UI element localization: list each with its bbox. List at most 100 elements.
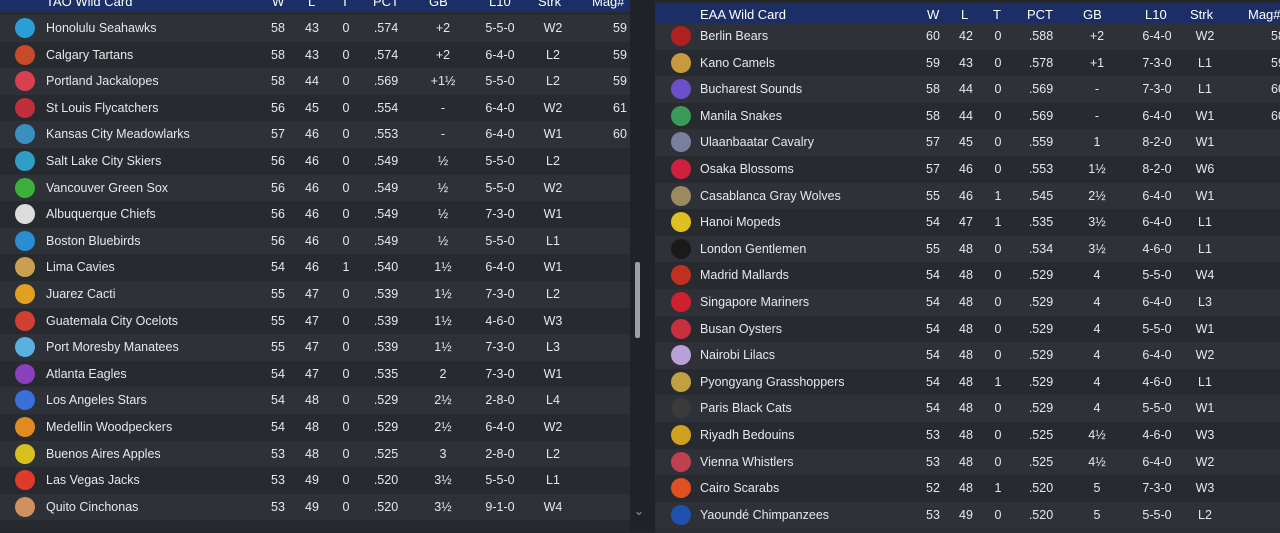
col-strk[interactable]: Strk: [538, 0, 562, 9]
standings-row[interactable]: Paris Black Cats 54 48 0 .529 4 5-5-0 W1: [655, 395, 1280, 422]
team-logo-icon: [671, 265, 691, 286]
team-name[interactable]: Portland Jackalopes: [46, 74, 159, 89]
standings-row[interactable]: Nairobi Lilacs 54 48 0 .529 4 6-4-0 W2: [655, 342, 1280, 369]
col-w[interactable]: W: [272, 0, 285, 9]
team-name[interactable]: Singapore Mariners: [700, 294, 810, 309]
standings-row[interactable]: Manila Snakes 58 44 0 .569 - 6-4-0 W1 60: [655, 102, 1280, 130]
standings-row[interactable]: London Gentlemen 55 48 0 .534 3½ 4-6-0 L1: [655, 235, 1280, 263]
col-pct[interactable]: PCT: [1027, 7, 1053, 22]
standings-row[interactable]: Osaka Blossoms 57 46 0 .553 1½ 8-2-0 W6: [655, 155, 1280, 183]
team-name[interactable]: Yaoundé Chimpanzees: [700, 507, 830, 522]
standings-row[interactable]: Quito Cinchonas 53 49 0 .520 3½ 9-1-0 W4: [0, 493, 630, 521]
scroll-down-icon[interactable]: ⌄: [633, 503, 645, 518]
standings-row[interactable]: Lima Cavies 54 46 1 .540 1½ 6-4-0 W1: [0, 254, 630, 281]
standings-row[interactable]: Port Moresby Manatees 55 47 0 .539 1½ 7-3-0 L3: [0, 334, 630, 361]
standings-row[interactable]: Honolulu Seahawks 58 43 0 .574 +2 5-5-0 W2 59: [0, 15, 630, 42]
col-gb[interactable]: GB: [1083, 7, 1102, 22]
col-strk[interactable]: Strk: [1190, 7, 1214, 22]
team-name[interactable]: Busan Oysters: [700, 321, 782, 336]
standings-row[interactable]: Vienna Whistlers 53 48 0 .525 4½ 6-4-0 W2: [655, 448, 1280, 476]
tao-title[interactable]: TAO Wild Card: [46, 0, 133, 9]
team-name[interactable]: Hanoi Mopeds: [700, 215, 781, 230]
standings-row[interactable]: Casablanca Gray Wolves 55 46 1 .545 2½ 6-4-0 W1: [655, 182, 1280, 210]
standings-row[interactable]: Hanoi Mopeds 54 47 1 .535 3½ 6-4-0 L1: [655, 209, 1280, 236]
col-t[interactable]: T: [341, 0, 349, 9]
team-name[interactable]: Paris Black Cats: [700, 401, 792, 416]
standings-row[interactable]: Las Vegas Jacks 53 49 0 .520 3½ 5-5-0 L1: [0, 467, 630, 494]
scrollbar-thumb[interactable]: [635, 262, 640, 338]
team-name[interactable]: Calgary Tartans: [46, 47, 134, 62]
standings-row[interactable]: Albuquerque Chiefs 56 46 0 .549 ½ 7-3-0 W1: [0, 201, 630, 228]
team-name[interactable]: Vancouver Green Sox: [46, 180, 169, 195]
team-name[interactable]: Atlanta Eagles: [46, 366, 127, 381]
standings-row[interactable]: Yaoundé Chimpanzees 53 49 0 .520 5 5-5-0 L2: [655, 501, 1280, 529]
standings-row[interactable]: Kansas City Meadowlarks 57 46 0 .553 - 6-4-0 W1…: [0, 121, 630, 148]
team-name[interactable]: London Gentlemen: [700, 241, 807, 256]
col-l[interactable]: L: [961, 7, 969, 22]
standings-row[interactable]: St Louis Flycatchers 56 45 0 .554 - 6-4-0 W2 61: [0, 94, 630, 122]
col-gb[interactable]: GB: [429, 0, 448, 9]
col-pct[interactable]: PCT: [373, 0, 399, 9]
standings-row[interactable]: Kano Camels 59 43 0 .578 +1 7-3-0 L1 59: [655, 49, 1280, 77]
standings-row[interactable]: Buenos Aires Apples 53 48 0 .525 3 2-8-0 L2: [0, 440, 630, 468]
last-ten: 6-4-0: [1142, 188, 1172, 203]
standings-row[interactable]: Salt Lake City Skiers 56 46 0 .549 ½ 5-5-0 L2: [0, 147, 630, 175]
standings-row[interactable]: Portland Jackalopes 58 44 0 .569 +1½ 5-5-0 L2 59: [0, 68, 630, 95]
team-name[interactable]: Buenos Aires Apples: [46, 446, 161, 461]
standings-row[interactable]: Singapore Mariners 54 48 0 .529 4 6-4-0 L3: [655, 288, 1280, 316]
standings-row[interactable]: Vancouver Green Sox 56 46 0 .549 ½ 5-5-0 W2: [0, 174, 630, 202]
team-name[interactable]: Port Moresby Manatees: [46, 340, 179, 355]
team-name[interactable]: Bucharest Sounds: [700, 82, 803, 97]
team-name[interactable]: Kansas City Meadowlarks: [46, 127, 190, 142]
team-name[interactable]: Cairo Scarabs: [700, 481, 780, 496]
col-l[interactable]: L: [308, 0, 316, 9]
standings-row[interactable]: Guatemala City Ocelots 55 47 0 .539 1½ 4-6-0 W3: [0, 307, 630, 335]
team-name[interactable]: Ulaanbaatar Cavalry: [700, 135, 814, 150]
team-name[interactable]: Osaka Blossoms: [700, 161, 794, 176]
standings-row[interactable]: Medellin Woodpeckers 54 48 0 .529 2½ 6-4-0 W2: [0, 413, 630, 441]
team-name[interactable]: Pyongyang Grasshoppers: [700, 374, 845, 389]
team-name[interactable]: Guatemala City Ocelots: [46, 313, 178, 328]
standings-row[interactable]: Busan Oysters 54 48 0 .529 4 5-5-0 W1: [655, 315, 1280, 343]
standings-row[interactable]: Calgary Tartans 58 43 0 .574 +2 6-4-0 L2 59: [0, 41, 630, 69]
standings-row[interactable]: Cairo Scarabs 52 48 1 .520 5 7-3-0 W3: [655, 475, 1280, 502]
standings-row[interactable]: Riyadh Bedouins 53 48 0 .525 4½ 4-6-0 W3: [655, 421, 1280, 449]
team-name[interactable]: Vienna Whistlers: [700, 454, 794, 469]
standings-row[interactable]: Madrid Mallards 54 48 0 .529 4 5-5-0 W4: [655, 262, 1280, 289]
team-name[interactable]: Lima Cavies: [46, 260, 115, 275]
team-name[interactable]: Las Vegas Jacks: [46, 473, 140, 488]
col-l10[interactable]: L10: [489, 0, 511, 9]
col-mag[interactable]: Mag#: [592, 0, 625, 9]
team-name[interactable]: Nairobi Lilacs: [700, 348, 776, 363]
team-name[interactable]: Quito Cinchonas: [46, 499, 139, 514]
team-name[interactable]: Medellin Woodpeckers: [46, 419, 173, 434]
standings-row[interactable]: Ulaanbaatar Cavalry 57 45 0 .559 1 8-2-0 W1: [655, 129, 1280, 156]
team-name[interactable]: Manila Snakes: [700, 108, 782, 123]
standings-row[interactable]: Juarez Cacti 55 47 0 .539 1½ 7-3-0 L2: [0, 280, 630, 308]
team-name[interactable]: Los Angeles Stars: [46, 393, 147, 408]
team-name[interactable]: Boston Bluebirds: [46, 233, 141, 248]
standings-row[interactable]: Bucharest Sounds 58 44 0 .569 - 7-3-0 L1 60: [655, 76, 1280, 103]
team-name[interactable]: Albuquerque Chiefs: [46, 207, 156, 222]
team-name[interactable]: Berlin Bears: [700, 29, 769, 43]
standings-row[interactable]: Berlin Bears 60 42 0 .588 +2 6-4-0 W2 58: [655, 23, 1280, 50]
last-ten: 5-5-0: [485, 180, 515, 195]
standings-row[interactable]: Boston Bluebirds 56 46 0 .549 ½ 5-5-0 L1: [0, 227, 630, 255]
team-name[interactable]: Riyadh Bedouins: [700, 427, 795, 442]
standings-row[interactable]: Los Angeles Stars 54 48 0 .529 2½ 2-8-0 L4: [0, 387, 630, 414]
team-name[interactable]: Juarez Cacti: [46, 286, 116, 301]
col-w[interactable]: W: [927, 7, 940, 22]
standings-row[interactable]: Pyongyang Grasshoppers 54 48 1 .529 4 4-6-0 L1: [655, 368, 1280, 396]
team-name[interactable]: Honolulu Seahawks: [46, 21, 157, 35]
team-name[interactable]: Salt Lake City Skiers: [46, 153, 162, 168]
team-name[interactable]: Casablanca Gray Wolves: [700, 188, 841, 203]
standings-row[interactable]: Atlanta Eagles 54 47 0 .535 2 7-3-0 W1: [0, 360, 630, 388]
ties: 1: [994, 374, 1002, 389]
team-name[interactable]: St Louis Flycatchers: [46, 100, 159, 115]
team-name[interactable]: Kano Camels: [700, 55, 776, 70]
team-name[interactable]: Madrid Mallards: [700, 268, 789, 283]
col-t[interactable]: T: [993, 7, 1001, 22]
col-mag[interactable]: Mag#: [1248, 7, 1280, 22]
col-l10[interactable]: L10: [1145, 7, 1167, 22]
eaa-title[interactable]: EAA Wild Card: [700, 7, 786, 22]
